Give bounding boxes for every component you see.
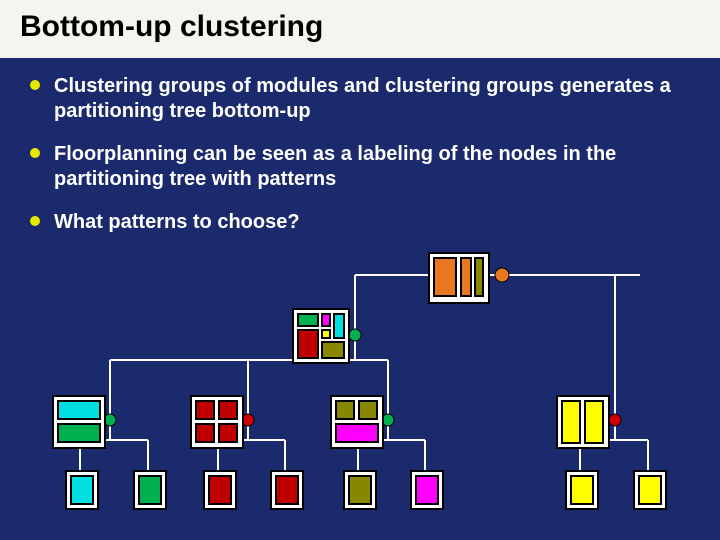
pattern-cell [584, 400, 604, 444]
pattern-cell [335, 400, 355, 420]
pattern-cell [335, 423, 379, 443]
pattern-cell [561, 400, 581, 444]
pattern-cell [57, 423, 101, 443]
pattern-cell [218, 400, 238, 420]
bullet-list: Clustering groups of modules and cluster… [0, 58, 720, 235]
pattern-cell [570, 475, 594, 505]
pattern-cell [195, 423, 215, 443]
pattern-box [190, 395, 244, 449]
pattern-box [52, 395, 106, 449]
partitioning-tree-diagram [0, 260, 720, 540]
page-title: Bottom-up clustering [20, 10, 700, 44]
bullet-item: Floorplanning can be seen as a labeling … [30, 142, 690, 192]
bullet-text: Clustering groups of modules and cluster… [54, 74, 690, 124]
pattern-cell [297, 329, 319, 359]
pattern-box [330, 395, 384, 449]
bullet-text: What patterns to choose? [54, 210, 300, 235]
pattern-cell [358, 400, 378, 420]
pattern-box [292, 308, 350, 364]
leaf-module-box [410, 470, 444, 510]
leaf-module-box [633, 470, 667, 510]
pattern-cell [195, 400, 215, 420]
bullet-item: What patterns to choose? [30, 210, 690, 235]
pattern-cell [474, 257, 484, 297]
pattern-cell [297, 313, 319, 327]
pattern-cell [275, 475, 299, 505]
leaf-module-box [343, 470, 377, 510]
pattern-cell [433, 257, 457, 297]
bullet-dot-icon [30, 148, 40, 158]
pattern-cell [415, 475, 439, 505]
bullet-item: Clustering groups of modules and cluster… [30, 74, 690, 124]
pattern-box [556, 395, 610, 449]
pattern-cell [333, 313, 345, 339]
leaf-module-box [565, 470, 599, 510]
pattern-cell [138, 475, 162, 505]
pattern-cell [57, 400, 101, 420]
leaf-module-box [65, 470, 99, 510]
leaf-module-box [270, 470, 304, 510]
pattern-cell [70, 475, 94, 505]
pattern-box [428, 252, 490, 304]
bullet-dot-icon [30, 216, 40, 226]
title-bar: Bottom-up clustering [0, 0, 720, 58]
pattern-cell [348, 475, 372, 505]
pattern-cell [321, 341, 345, 359]
leaf-module-box [203, 470, 237, 510]
pattern-cell [321, 313, 331, 327]
pattern-cell [321, 329, 331, 339]
bullet-text: Floorplanning can be seen as a labeling … [54, 142, 690, 192]
pattern-cell [208, 475, 232, 505]
pattern-cell [218, 423, 238, 443]
pattern-cell [460, 257, 472, 297]
leaf-module-box [133, 470, 167, 510]
bullet-dot-icon [30, 80, 40, 90]
pattern-cell [638, 475, 662, 505]
